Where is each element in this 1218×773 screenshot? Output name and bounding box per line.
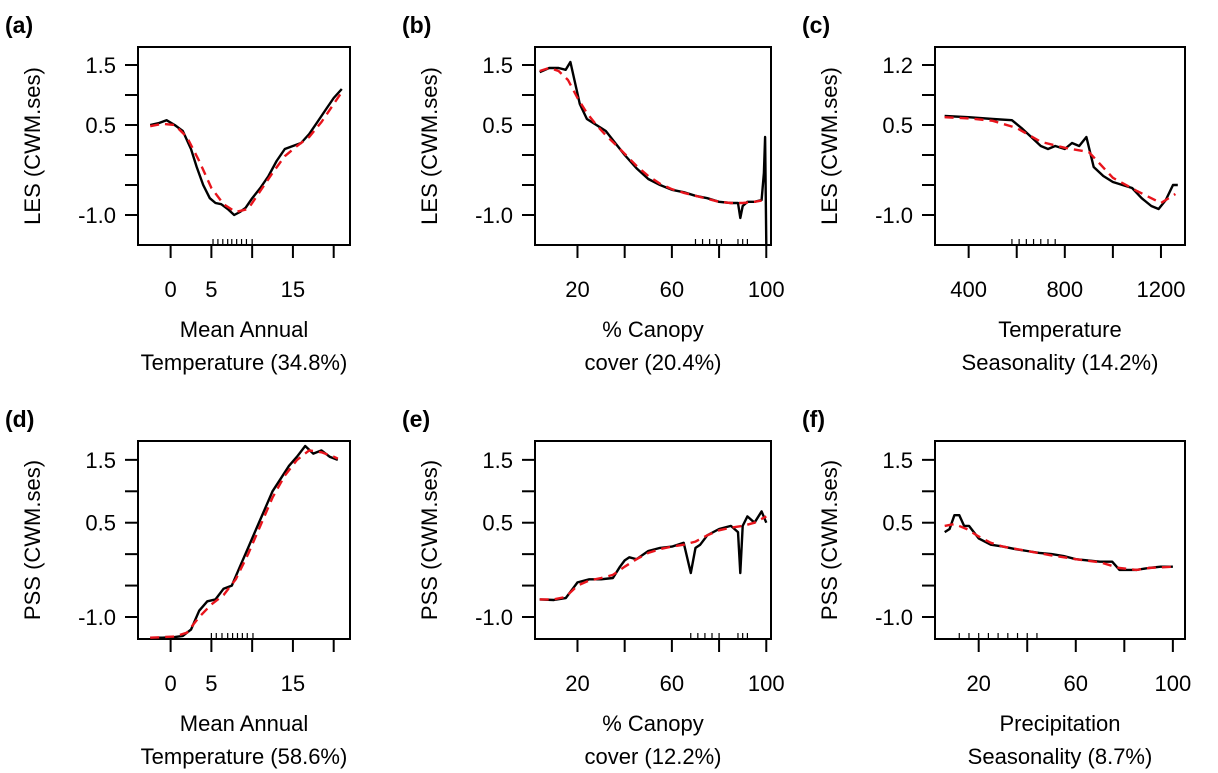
x-axis-label: % Canopy (602, 317, 704, 342)
observed-line (539, 510, 768, 602)
chart-panel: (e) -1.0 0.5 1.5 20 60 100 PSS (CWM.ses) % Canop… (402, 406, 785, 769)
x-tick-label: 20 (966, 671, 990, 696)
x-tick-label: 100 (748, 277, 785, 302)
plot-frame (137, 440, 351, 640)
observed-line (150, 444, 339, 639)
plot-frame (534, 46, 772, 246)
observed-line (944, 114, 1178, 211)
x-tick-label: 5 (205, 277, 217, 302)
x-tick-label: 15 (281, 671, 305, 696)
x-tick-label: 60 (1064, 671, 1088, 696)
chart-panel: (b) -1.0 0.5 1.5 20 60 100 LES (CWM.ses) % Canop… (402, 12, 785, 375)
y-tick-label: 1.5 (85, 448, 116, 473)
x-axis-label: % Canopy (602, 711, 704, 736)
x-axis-label: Mean Annual (180, 711, 308, 736)
y-tick-label: 0.5 (882, 511, 913, 536)
plot-frame (934, 440, 1186, 640)
chart-panel: (f) -1.0 0.5 1.5 20 60 100 PSS (CWM.ses) Precipi… (802, 406, 1191, 769)
fitted-line (944, 116, 1177, 205)
x-tick-label: 15 (281, 277, 305, 302)
x-axis-label: cover (12.2%) (585, 744, 722, 769)
y-tick-label: -1.0 (475, 605, 513, 630)
y-axis-label: PSS (CWM.ses) (817, 460, 842, 620)
x-tick-label: 800 (1046, 277, 1083, 302)
fitted-line (149, 91, 343, 214)
y-axis-label: LES (CWM.ses) (20, 67, 45, 225)
x-axis-label: Temperature (34.8%) (141, 350, 348, 375)
y-tick-label: -1.0 (475, 203, 513, 228)
y-tick-label: 1.2 (882, 53, 913, 78)
x-tick-label: 20 (565, 671, 589, 696)
x-axis-label: Mean Annual (180, 317, 308, 342)
x-tick-label: 100 (748, 671, 785, 696)
y-tick-label: 1.5 (882, 448, 913, 473)
y-tick-label: 1.5 (482, 53, 513, 78)
panel-label: (c) (802, 12, 830, 38)
chart-panel: (a) -1.0 0.5 1.5 0 5 15 LES (CWM.ses) Mean Annua… (5, 12, 351, 375)
y-tick-label: 0.5 (85, 113, 116, 138)
fitted-line (539, 515, 767, 601)
y-axis-label: PSS (CWM.ses) (417, 460, 442, 620)
x-tick-label: 5 (205, 671, 217, 696)
x-tick-label: 0 (164, 671, 176, 696)
x-tick-label: 60 (660, 277, 684, 302)
chart-panel: (d) -1.0 0.5 1.5 0 5 15 PSS (CWM.ses) Mean Annua… (5, 406, 351, 769)
panel-label: (f) (802, 406, 825, 432)
y-tick-label: 0.5 (882, 113, 913, 138)
x-axis-label: Precipitation (999, 711, 1120, 736)
y-tick-label: 1.5 (482, 448, 513, 473)
panel-label: (d) (5, 406, 34, 432)
y-axis-label: LES (CWM.ses) (817, 67, 842, 225)
x-tick-label: 400 (950, 277, 987, 302)
x-tick-label: 0 (164, 277, 176, 302)
y-tick-label: -1.0 (78, 605, 116, 630)
y-axis-label: LES (CWM.ses) (417, 67, 442, 225)
y-tick-label: -1.0 (875, 605, 913, 630)
x-axis-label: Temperature (58.6%) (141, 744, 348, 769)
observed-line (944, 514, 1173, 572)
panel-label: (b) (402, 12, 431, 38)
x-axis-label: Temperature (998, 317, 1122, 342)
y-tick-label: -1.0 (875, 203, 913, 228)
fitted-line (150, 449, 339, 639)
y-tick-label: 0.5 (482, 511, 513, 536)
x-tick-label: 1200 (1136, 277, 1185, 302)
panel-label: (a) (5, 12, 33, 38)
observed-line (539, 60, 768, 246)
plot-frame (934, 46, 1186, 246)
y-tick-label: 1.5 (85, 53, 116, 78)
x-axis-label: Seasonality (8.7%) (968, 744, 1153, 769)
fitted-line (539, 66, 762, 205)
y-tick-label: 0.5 (85, 511, 116, 536)
x-axis-label: cover (20.4%) (585, 350, 722, 375)
panel-label: (e) (402, 406, 430, 432)
fitted-line (944, 522, 1173, 572)
plot-frame (137, 46, 351, 246)
x-tick-label: 60 (660, 671, 684, 696)
chart-panel: (c) -1.0 0.5 1.2 400 800 1200 LES (CWM.ses) Temp… (802, 12, 1186, 375)
y-tick-label: -1.0 (78, 203, 116, 228)
y-axis-label: PSS (CWM.ses) (20, 460, 45, 620)
observed-line (149, 88, 343, 217)
x-tick-label: 100 (1155, 671, 1192, 696)
plot-frame (534, 440, 772, 640)
y-tick-label: 0.5 (482, 113, 513, 138)
x-tick-label: 20 (565, 277, 589, 302)
x-axis-label: Seasonality (14.2%) (962, 350, 1159, 375)
